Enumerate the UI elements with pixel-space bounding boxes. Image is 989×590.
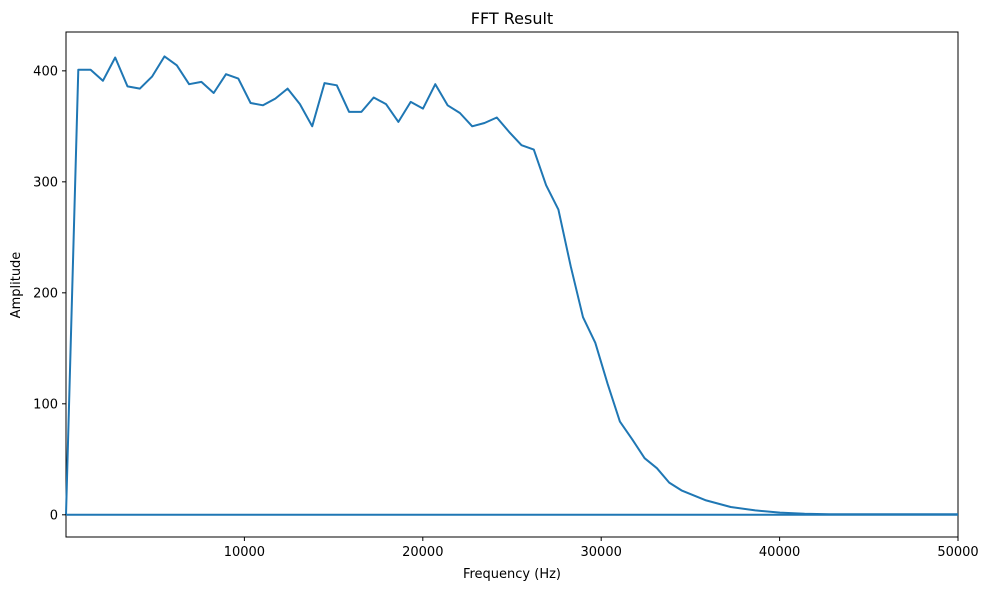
x-axis-label: Frequency (Hz) (463, 567, 561, 582)
x-tick-label: 50000 (937, 545, 978, 560)
series-layer (65, 55, 958, 516)
y-tick-label: 0 (50, 508, 58, 523)
x-tick-label: 20000 (402, 545, 443, 560)
plot-frame (65, 31, 959, 538)
x-tick-label: 30000 (581, 545, 622, 560)
y-tick-label: 100 (33, 397, 58, 412)
plot-area (65, 31, 959, 538)
y-tick-label: 200 (33, 286, 58, 301)
x-tick-label: 40000 (759, 545, 800, 560)
series-line-1 (65, 55, 958, 516)
y-axis-ticks: 0 100 200 300 400 (33, 64, 66, 523)
y-tick-label: 300 (33, 175, 58, 190)
x-tick-label: 10000 (224, 545, 265, 560)
chart-title: FFT Result (471, 9, 553, 28)
y-tick-label: 400 (33, 64, 58, 79)
x-axis-ticks: 10000 20000 30000 40000 50000 (224, 537, 979, 560)
y-axis-label: Amplitude (9, 252, 24, 319)
